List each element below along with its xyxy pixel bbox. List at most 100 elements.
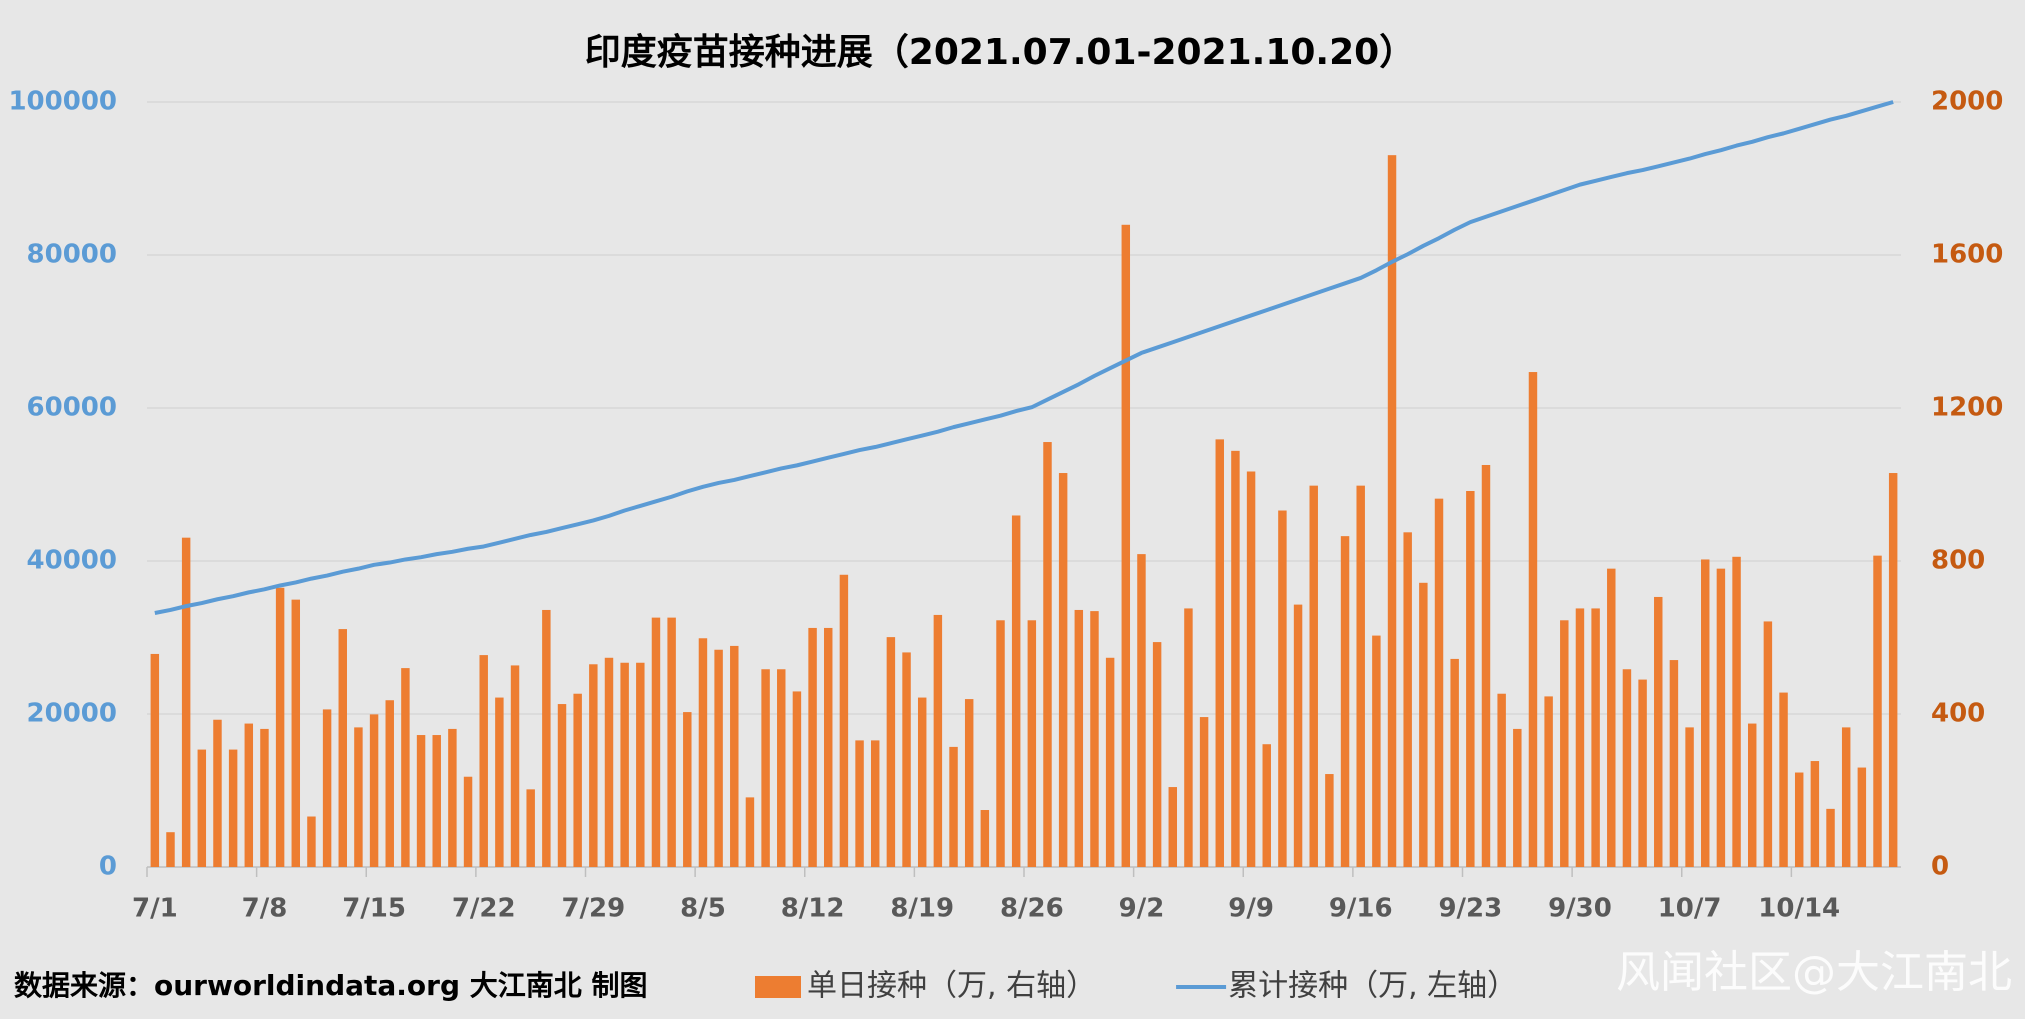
bar — [573, 693, 582, 867]
bar — [824, 627, 833, 867]
y-tick-label: 80000 — [27, 240, 117, 270]
bar — [1716, 568, 1726, 867]
y2-tick-label: 800 — [1931, 546, 1985, 576]
bar — [181, 537, 191, 867]
bar — [1622, 669, 1632, 867]
bar — [1481, 464, 1491, 867]
bar — [1105, 657, 1115, 867]
x-tick-label: 9/2 — [1119, 894, 1165, 924]
bar — [244, 723, 254, 867]
bar — [369, 714, 379, 867]
bar — [1152, 642, 1162, 867]
bar — [1199, 717, 1209, 867]
bar — [1732, 556, 1741, 867]
bar — [1513, 728, 1522, 867]
x-tick-label: 7/29 — [561, 894, 625, 924]
bar — [526, 789, 535, 867]
bar — [808, 627, 817, 867]
legend-label: 单日接种（万, 右轴） — [807, 969, 1096, 1004]
y-tick-label: 60000 — [27, 393, 117, 423]
bar — [730, 645, 739, 867]
bar — [1763, 621, 1773, 867]
bar — [307, 816, 316, 867]
x-tick-label: 9/9 — [1228, 894, 1274, 924]
y2-tick-label: 400 — [1931, 699, 1985, 729]
bar — [777, 669, 786, 867]
bar — [354, 727, 363, 867]
bar — [1043, 442, 1052, 867]
bar — [1011, 515, 1021, 867]
bar — [745, 797, 755, 867]
bar — [463, 776, 473, 867]
bar — [1607, 568, 1616, 867]
y-tick-label: 40000 — [27, 546, 117, 576]
bar — [416, 735, 426, 867]
bar — [1419, 582, 1428, 867]
bar — [1231, 450, 1240, 867]
bar — [1528, 372, 1538, 867]
bar — [792, 691, 802, 867]
bar — [996, 620, 1005, 867]
bar — [1215, 439, 1224, 867]
bar — [1184, 608, 1193, 867]
bar — [933, 614, 943, 867]
bar — [1137, 554, 1146, 867]
bar — [589, 664, 598, 867]
bar — [949, 746, 958, 867]
watermark: 风闻社区@大江南北 — [1616, 947, 2012, 998]
bar — [1591, 608, 1600, 867]
bar — [1857, 767, 1867, 867]
bar — [1638, 679, 1647, 867]
bar — [1701, 559, 1710, 867]
bar — [886, 637, 896, 867]
bar — [1027, 620, 1037, 867]
bar — [1340, 536, 1350, 867]
source-note: 数据来源：ourworldindata.org 大江南北 制图 — [14, 969, 648, 1002]
bar — [917, 697, 927, 867]
bar — [1168, 787, 1178, 867]
bar — [1747, 723, 1757, 867]
bar — [197, 749, 207, 867]
bar — [291, 599, 301, 867]
bar — [213, 719, 222, 867]
bar — [1325, 774, 1334, 867]
bar — [260, 728, 269, 867]
bar — [1293, 604, 1303, 867]
bar — [1450, 658, 1459, 867]
bar — [542, 609, 551, 867]
bar — [1873, 555, 1882, 867]
x-tick-label: 9/23 — [1438, 894, 1502, 924]
bar — [1309, 485, 1318, 867]
y-tick-label: 0 — [99, 852, 117, 882]
bar — [1074, 609, 1084, 867]
bar — [150, 653, 160, 867]
bar — [667, 617, 676, 867]
bar — [401, 668, 410, 867]
bar — [1278, 510, 1287, 867]
bar — [1403, 532, 1412, 867]
bar — [166, 832, 175, 867]
x-tick-label: 8/19 — [890, 894, 954, 924]
legend-swatch — [755, 976, 801, 998]
y-tick-label: 100000 — [8, 87, 117, 117]
bar — [385, 700, 394, 867]
line — [154, 100, 1894, 615]
bar — [1560, 620, 1569, 867]
bar — [714, 649, 723, 867]
bar — [1654, 596, 1663, 867]
x-tick-label: 10/14 — [1758, 894, 1840, 924]
bar — [495, 697, 504, 867]
bar — [1090, 611, 1099, 867]
bar — [1262, 744, 1271, 867]
bar — [761, 669, 770, 867]
y2-tick-label: 1600 — [1931, 240, 2003, 270]
x-tick-label: 7/1 — [132, 894, 178, 924]
bar — [1466, 491, 1475, 867]
bar — [964, 699, 974, 867]
bar — [338, 629, 347, 867]
bar — [448, 728, 457, 867]
bar — [1121, 224, 1131, 868]
bar — [275, 587, 285, 867]
bar — [604, 657, 614, 867]
